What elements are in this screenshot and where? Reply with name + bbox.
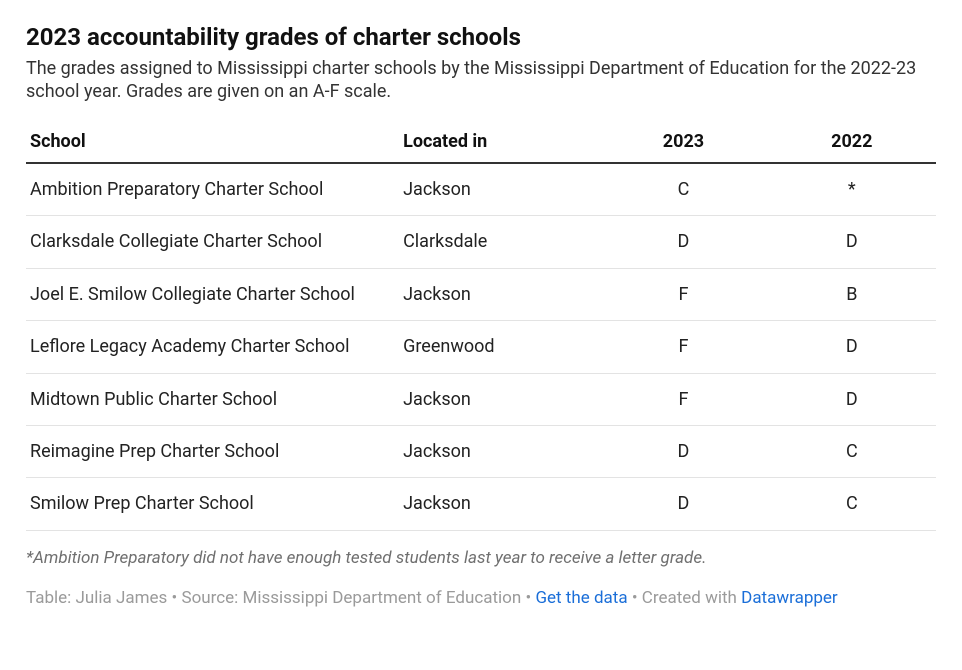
table-card: 2023 accountability grades of charter sc… — [0, 0, 962, 655]
col-header-school: School — [26, 125, 399, 163]
credit-author: Table: Julia James — [26, 588, 167, 608]
cell-school: Ambition Preparatory Charter School — [26, 163, 399, 216]
col-header-location: Located in — [399, 125, 599, 163]
table-row: Leflore Legacy Academy Charter School Gr… — [26, 321, 936, 373]
created-with-label: Created with — [642, 588, 741, 608]
cell-2023: F — [599, 268, 767, 320]
table-header-row: School Located in 2023 2022 — [26, 125, 936, 163]
cell-2023: D — [599, 478, 767, 530]
cell-location: Jackson — [399, 478, 599, 530]
table-row: Joel E. Smilow Collegiate Charter School… — [26, 268, 936, 320]
cell-2023: C — [599, 163, 767, 216]
table-row: Smilow Prep Charter School Jackson D C — [26, 478, 936, 530]
cell-2022: * — [768, 163, 936, 216]
grades-table: School Located in 2023 2022 Ambition Pre… — [26, 125, 936, 531]
separator-icon: • — [521, 588, 535, 608]
get-data-link[interactable]: Get the data — [535, 588, 627, 608]
table-row: Ambition Preparatory Charter School Jack… — [26, 163, 936, 216]
cell-location: Jackson — [399, 163, 599, 216]
page-title: 2023 accountability grades of charter sc… — [26, 22, 936, 52]
table-row: Reimagine Prep Charter School Jackson D … — [26, 425, 936, 477]
cell-2022: D — [768, 373, 936, 425]
cell-school: Leflore Legacy Academy Charter School — [26, 321, 399, 373]
separator-icon: • — [628, 588, 642, 608]
cell-2022: C — [768, 425, 936, 477]
cell-2022: D — [768, 321, 936, 373]
credit-source: Source: Mississippi Department of Educat… — [181, 588, 521, 608]
separator-icon: • — [167, 588, 181, 608]
cell-2022: C — [768, 478, 936, 530]
cell-2023: D — [599, 425, 767, 477]
page-subtitle: The grades assigned to Mississippi chart… — [26, 58, 936, 103]
cell-school: Clarksdale Collegiate Charter School — [26, 216, 399, 268]
cell-2023: D — [599, 216, 767, 268]
cell-location: Greenwood — [399, 321, 599, 373]
cell-location: Jackson — [399, 268, 599, 320]
cell-location: Clarksdale — [399, 216, 599, 268]
cell-2023: F — [599, 321, 767, 373]
table-body: Ambition Preparatory Charter School Jack… — [26, 163, 936, 530]
col-header-2023: 2023 — [599, 125, 767, 163]
cell-school: Joel E. Smilow Collegiate Charter School — [26, 268, 399, 320]
cell-school: Smilow Prep Charter School — [26, 478, 399, 530]
cell-2022: D — [768, 216, 936, 268]
footnote: *Ambition Preparatory did not have enoug… — [26, 547, 936, 570]
cell-2022: B — [768, 268, 936, 320]
cell-school: Midtown Public Charter School — [26, 373, 399, 425]
col-header-2022: 2022 — [768, 125, 936, 163]
cell-location: Jackson — [399, 425, 599, 477]
cell-school: Reimagine Prep Charter School — [26, 425, 399, 477]
cell-2023: F — [599, 373, 767, 425]
credit-line: Table: Julia James • Source: Mississippi… — [26, 587, 936, 610]
table-row: Midtown Public Charter School Jackson F … — [26, 373, 936, 425]
table-row: Clarksdale Collegiate Charter School Cla… — [26, 216, 936, 268]
cell-location: Jackson — [399, 373, 599, 425]
datawrapper-link[interactable]: Datawrapper — [741, 588, 838, 608]
